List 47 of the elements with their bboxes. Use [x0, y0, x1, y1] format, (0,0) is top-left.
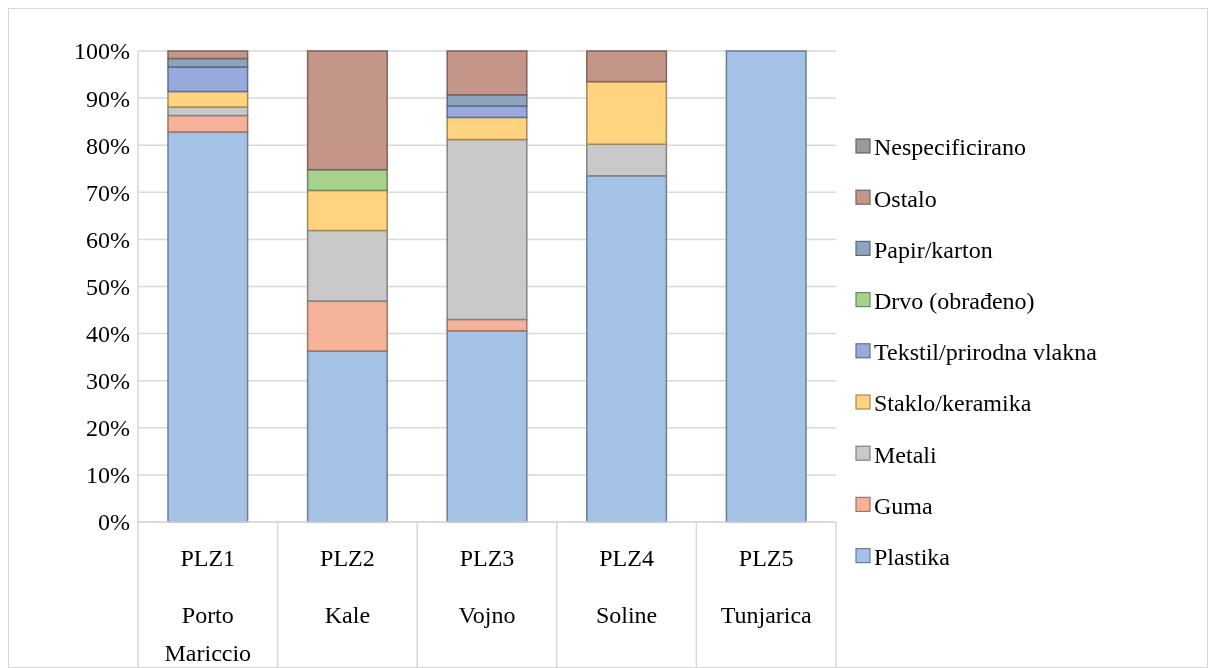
category-label: PLZ5 Tunjarica [720, 545, 812, 628]
legend-label: Tekstil/prirodna vlakna [874, 339, 1098, 366]
bar [446, 50, 528, 96]
y-tick-label: 80% [86, 132, 130, 159]
y-tick-label: 100% [74, 38, 130, 65]
category-label: PLZ2 Kale [320, 545, 375, 628]
y-tick-label: 90% [86, 85, 130, 112]
bar [167, 114, 249, 133]
bar [586, 175, 668, 523]
bar [306, 189, 388, 232]
y-tick-label: 10% [86, 462, 130, 489]
y-tick-label: 60% [86, 226, 130, 253]
bar [446, 330, 528, 523]
legend-label: Nespecificirano [874, 134, 1026, 161]
y-tick-label: 40% [86, 321, 130, 347]
y-tick-label: 50% [86, 273, 130, 300]
category-label: PLZ3 Vojno [458, 545, 516, 628]
legend-label: Drvo (obrađeno) [874, 288, 1035, 314]
legend-label: Ostalo [874, 185, 937, 212]
bar [167, 90, 249, 108]
bar [725, 50, 807, 523]
bar [586, 80, 668, 146]
bar [306, 229, 388, 302]
bar [306, 168, 388, 192]
bar [167, 131, 249, 523]
bar [306, 50, 388, 171]
bar [446, 318, 528, 332]
bar [306, 300, 388, 352]
category-label: PLZ1 Porto Mariccio [164, 545, 252, 666]
y-tick-label: 30% [86, 368, 130, 395]
bar [167, 57, 249, 68]
y-tick-label: 0% [98, 509, 130, 536]
legend-label: Staklo/keramika [874, 390, 1032, 417]
bar [586, 143, 668, 177]
bar [586, 50, 668, 83]
y-tick-label: 20% [86, 415, 130, 442]
bar [446, 116, 528, 141]
legend-label: Metali [874, 441, 937, 468]
category-label: PLZ4 Soline [595, 545, 658, 628]
bar [167, 50, 249, 60]
y-tick-label: 70% [86, 179, 130, 206]
legend-label: Guma [874, 492, 933, 519]
bar [306, 350, 388, 523]
bar [167, 66, 249, 93]
legend-label: Papir/karton [874, 236, 993, 263]
bar [446, 138, 528, 321]
legend-label: Plastika [874, 544, 951, 570]
